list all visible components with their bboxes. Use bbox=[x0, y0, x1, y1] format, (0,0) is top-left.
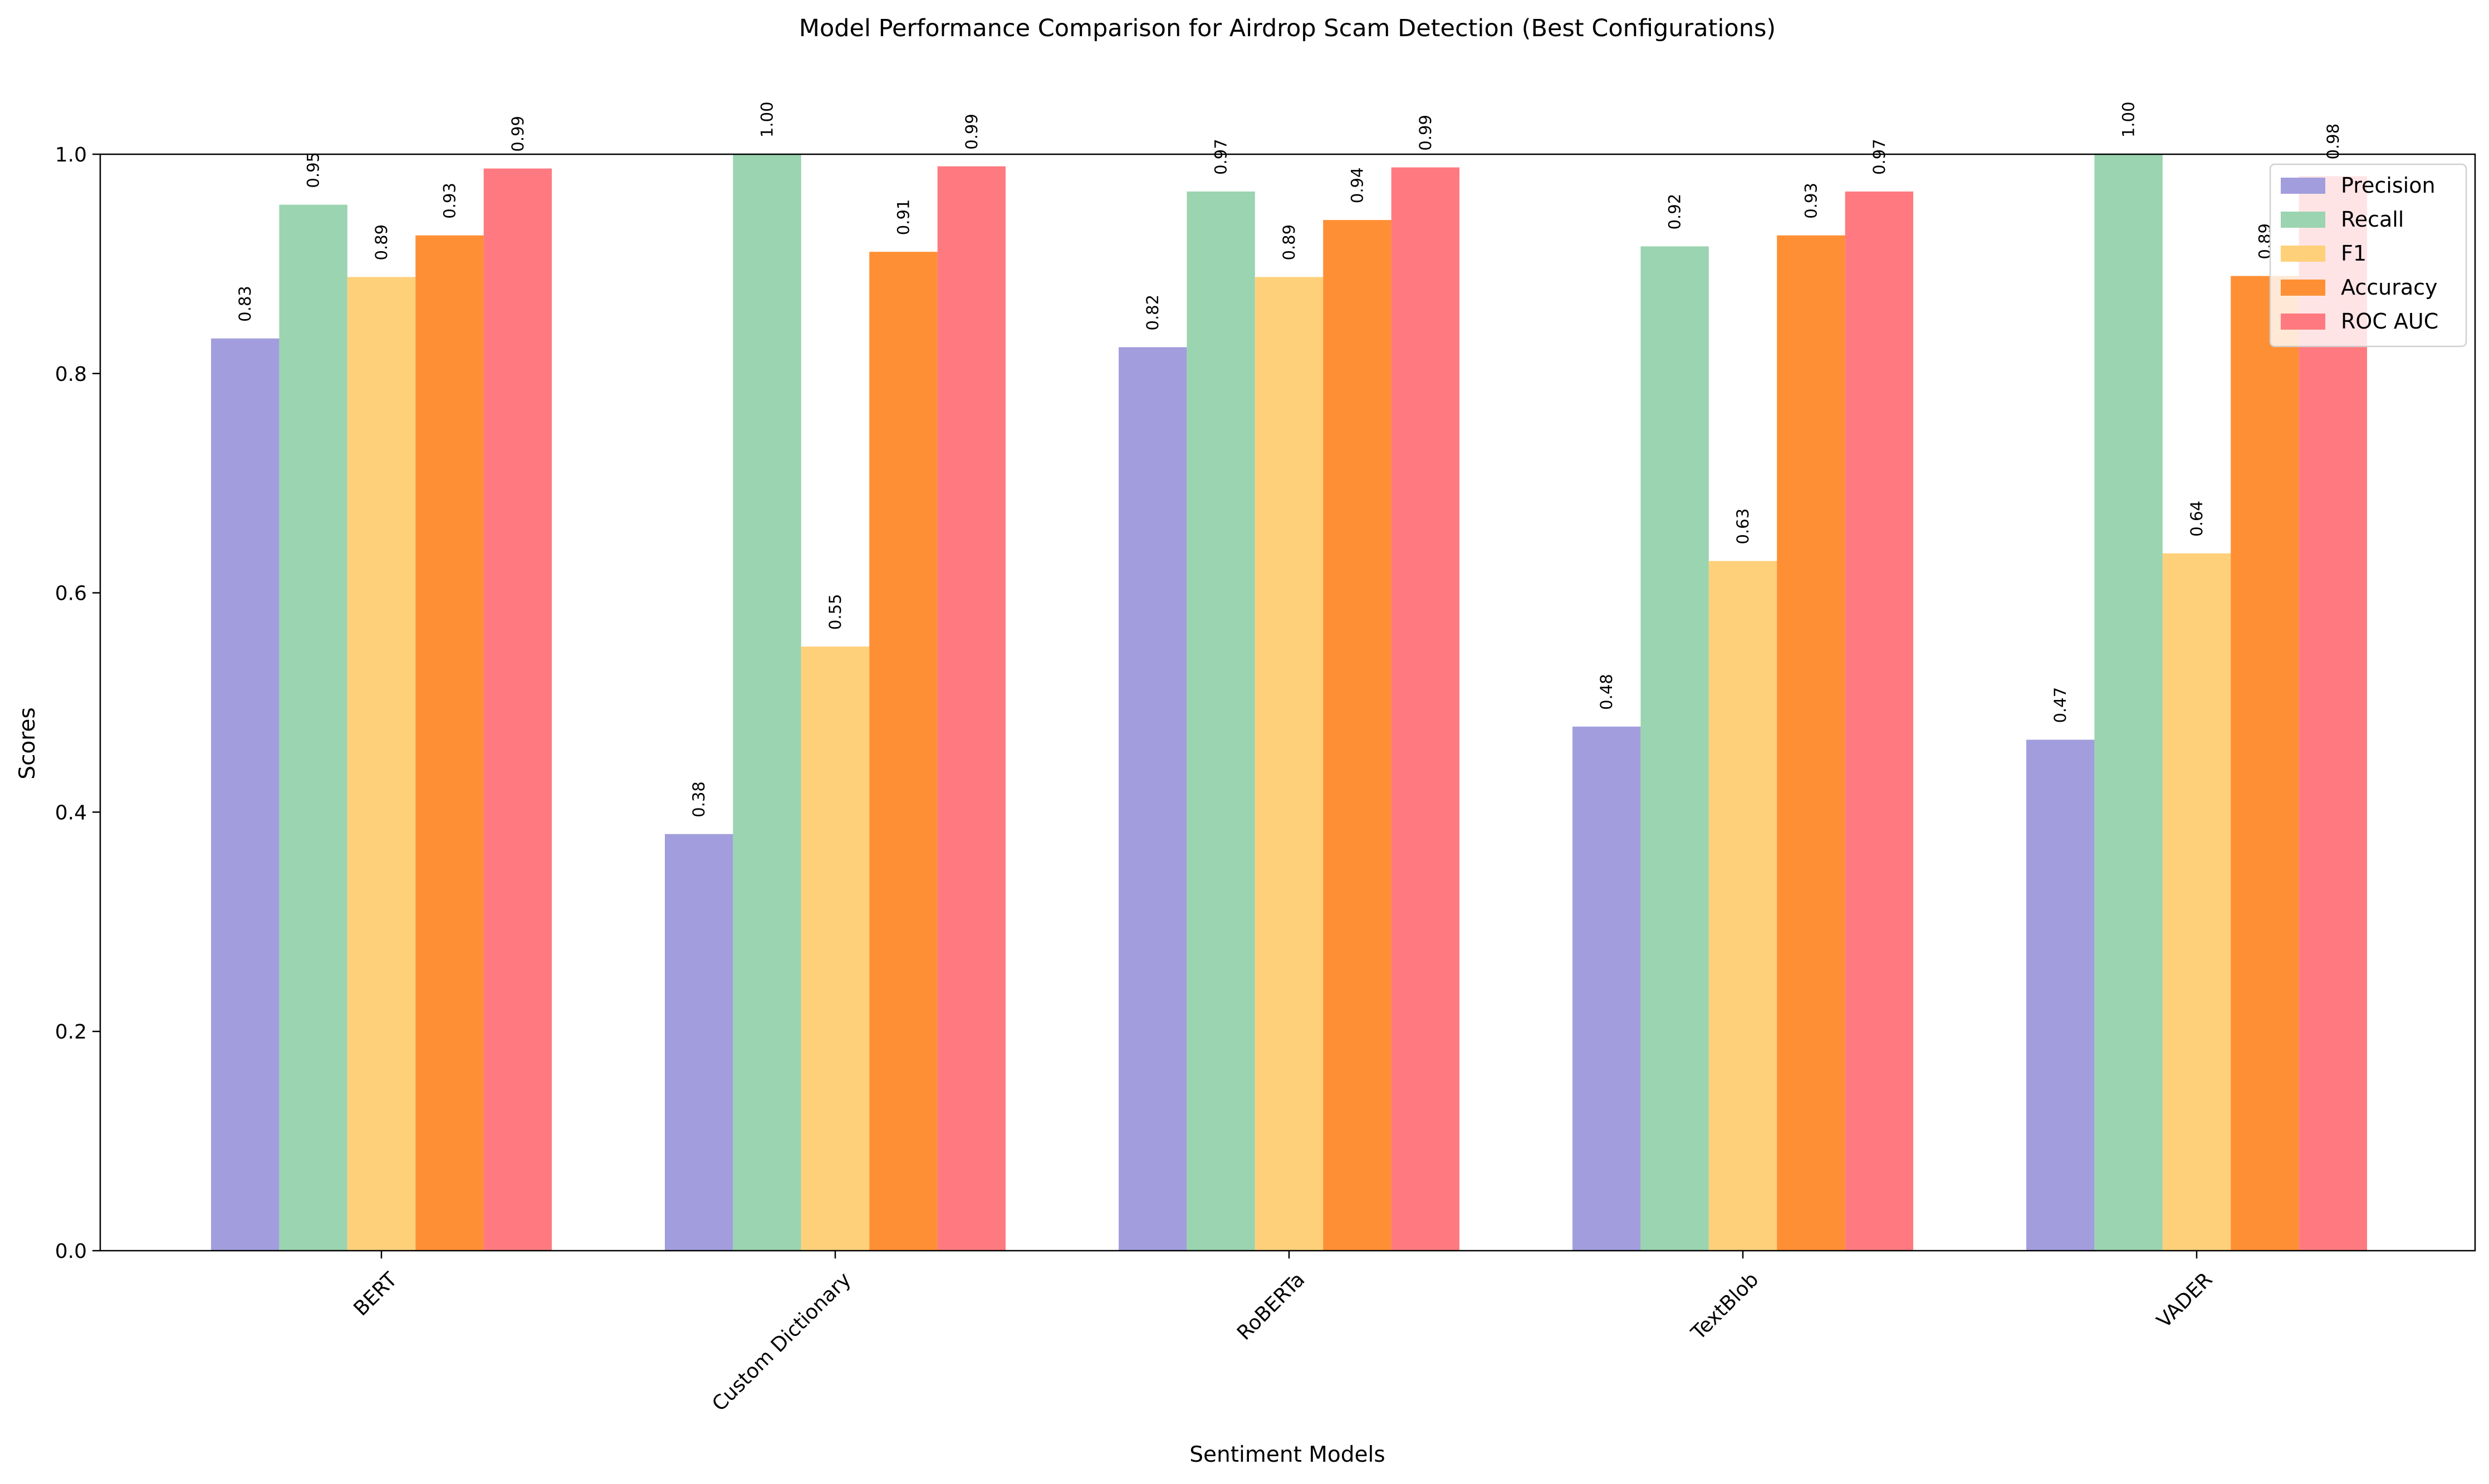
bar-roc-auc-textblob bbox=[1845, 191, 1913, 1251]
bar-recall-bert bbox=[279, 204, 347, 1251]
y-tick-label: 0.0 bbox=[55, 1240, 87, 1263]
bar-accuracy-roberta bbox=[1323, 220, 1392, 1251]
y-tick-label: 1.0 bbox=[55, 144, 87, 166]
data-label: 0.83 bbox=[236, 286, 254, 322]
bar-roc-auc-bert bbox=[483, 168, 552, 1251]
data-label: 0.99 bbox=[1416, 115, 1435, 151]
bar-recall-textblob bbox=[1640, 246, 1709, 1251]
bar-precision-roberta bbox=[1119, 347, 1187, 1251]
legend-label: Recall bbox=[2341, 207, 2404, 232]
y-tick-label: 0.8 bbox=[55, 363, 87, 386]
data-label: 0.91 bbox=[894, 199, 913, 236]
data-label: 0.82 bbox=[1143, 295, 1162, 331]
bar-precision-custom-dictionary bbox=[665, 834, 733, 1251]
bar-recall-roberta bbox=[1187, 191, 1255, 1251]
bar-precision-textblob bbox=[1572, 726, 1641, 1251]
bar-recall-vader bbox=[2094, 154, 2163, 1251]
data-label: 0.47 bbox=[2051, 687, 2070, 723]
data-label: 0.95 bbox=[304, 152, 323, 188]
legend-swatch bbox=[2281, 246, 2325, 262]
x-tick-label: BERT bbox=[350, 1268, 403, 1321]
y-tick-label: 0.6 bbox=[55, 582, 87, 605]
y-axis-label: Scores bbox=[15, 707, 40, 780]
legend-label: F1 bbox=[2341, 241, 2366, 266]
bars-layer bbox=[211, 154, 2367, 1251]
data-label: 0.97 bbox=[1212, 139, 1231, 175]
bar-f1-custom-dictionary bbox=[801, 647, 870, 1251]
data-label: 0.94 bbox=[1348, 168, 1366, 204]
bar-f1-bert bbox=[347, 277, 416, 1251]
data-label: 0.93 bbox=[440, 183, 459, 219]
bar-precision-vader bbox=[2026, 739, 2095, 1251]
data-label: 0.38 bbox=[689, 781, 708, 817]
bar-f1-roberta bbox=[1255, 277, 1324, 1251]
bar-roc-auc-vader bbox=[2299, 176, 2367, 1251]
legend-swatch bbox=[2281, 314, 2325, 330]
y-tick-label: 0.2 bbox=[55, 1021, 87, 1044]
bar-roc-auc-custom-dictionary bbox=[937, 166, 1006, 1251]
legend-label: Precision bbox=[2341, 173, 2436, 198]
data-label: 0.92 bbox=[1665, 194, 1684, 230]
plot-frame bbox=[99, 153, 2476, 1252]
bar-roc-auc-roberta bbox=[1391, 167, 1459, 1251]
bar-accuracy-textblob bbox=[1777, 235, 1845, 1251]
x-tick-label: TextBlob bbox=[1687, 1268, 1763, 1344]
data-labels-layer: 0.83 0.38 0.82 0.48 0.47 0.95 1.00 0.97 0.92 1.00… bbox=[236, 101, 2343, 817]
data-label: 0.64 bbox=[2187, 501, 2206, 537]
data-label: 0.89 bbox=[372, 224, 391, 261]
data-label: 0.89 bbox=[1280, 224, 1299, 261]
legend-swatch bbox=[2281, 280, 2325, 296]
data-label: 0.98 bbox=[2324, 124, 2343, 160]
data-label: 0.63 bbox=[1733, 508, 1752, 545]
data-label: 0.99 bbox=[962, 114, 981, 150]
legend-label: ROC AUC bbox=[2341, 309, 2438, 334]
data-label: 1.00 bbox=[2119, 101, 2138, 138]
legend-label: Accuracy bbox=[2341, 275, 2438, 300]
x-tick-label: VADER bbox=[2153, 1268, 2217, 1333]
bar-precision-bert bbox=[211, 338, 280, 1251]
chart-title: Model Performance Comparison for Airdrop… bbox=[799, 14, 1776, 42]
data-label: 0.93 bbox=[1801, 183, 1820, 219]
data-label: 0.99 bbox=[508, 116, 527, 152]
data-label: 1.00 bbox=[758, 101, 777, 138]
x-tick-label: Custom Dictionary bbox=[708, 1268, 855, 1416]
bar-f1-vader bbox=[2162, 553, 2231, 1251]
legend-swatch bbox=[2281, 212, 2325, 228]
bar-accuracy-bert bbox=[415, 235, 484, 1251]
legend-swatch bbox=[2281, 178, 2325, 194]
bar-recall-custom-dictionary bbox=[733, 154, 801, 1251]
data-label: 0.48 bbox=[1597, 674, 1616, 710]
legend: Precision Recall F1 Accuracy ROC AUC bbox=[2269, 163, 2467, 347]
bar-accuracy-vader bbox=[2231, 276, 2299, 1251]
bar-f1-textblob bbox=[1708, 561, 1777, 1251]
x-axis-label: Sentiment Models bbox=[1189, 1442, 1385, 1467]
data-label: 0.55 bbox=[826, 594, 845, 630]
x-tick-label: RoBERTa bbox=[1233, 1268, 1309, 1344]
bar-accuracy-custom-dictionary bbox=[869, 252, 938, 1251]
y-tick-label: 0.4 bbox=[55, 801, 87, 824]
data-label: 0.97 bbox=[1870, 139, 1889, 175]
legend-box bbox=[2269, 163, 2467, 347]
